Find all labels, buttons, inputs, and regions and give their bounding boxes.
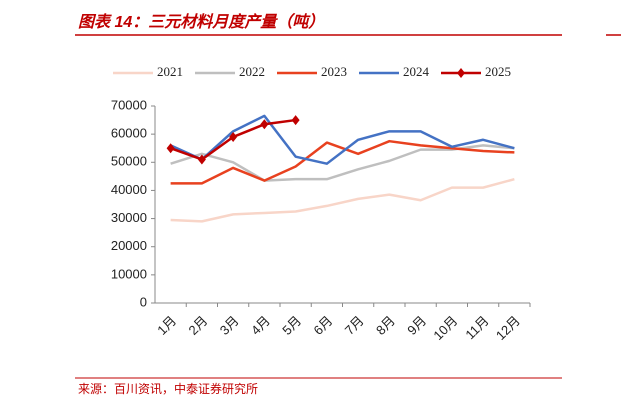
point-marker <box>197 154 206 165</box>
legend-label: 2024 <box>403 64 430 79</box>
x-tick-label: 11月 <box>462 313 491 342</box>
x-tick-label: 6月 <box>311 313 336 338</box>
x-tick-label: 3月 <box>217 313 242 338</box>
y-tick-label: 50000 <box>111 154 147 169</box>
legend-marker <box>457 68 465 78</box>
legend-label: 2021 <box>157 64 183 79</box>
x-tick-label: 8月 <box>373 313 398 338</box>
legend-label: 2022 <box>239 64 265 79</box>
series-line <box>170 139 515 185</box>
x-tick-label: 10月 <box>430 313 460 343</box>
source: 来源：百川资讯，中泰证券研究所 <box>78 381 258 396</box>
chart-title: 图表 14：三元材料月度产量（吨） <box>78 12 324 31</box>
y-tick-label: 40000 <box>111 182 147 197</box>
point-marker <box>291 115 300 126</box>
y-tick-label: 60000 <box>111 126 147 141</box>
x-tick-label: 5月 <box>279 313 304 338</box>
x-tick-label: 9月 <box>404 313 429 338</box>
legend-label: 2023 <box>321 64 347 79</box>
y-tick-label: 20000 <box>111 238 147 253</box>
y-tick-label: 10000 <box>111 266 147 281</box>
y-tick-label: 30000 <box>111 210 147 225</box>
series-line <box>170 114 515 165</box>
x-tick-label: 2月 <box>186 313 211 338</box>
legend-label: 2025 <box>485 64 511 79</box>
y-tick-label: 0 <box>140 294 147 309</box>
point-marker <box>166 143 175 154</box>
y-tick-label: 70000 <box>111 97 147 112</box>
point-marker <box>260 119 269 130</box>
x-tick-label: 1月 <box>154 313 179 338</box>
point-marker <box>229 131 238 142</box>
x-tick-label: 4月 <box>248 313 273 338</box>
x-tick-label: 12月 <box>493 313 523 343</box>
x-tick-label: 7月 <box>342 313 367 338</box>
series-line <box>170 177 515 223</box>
